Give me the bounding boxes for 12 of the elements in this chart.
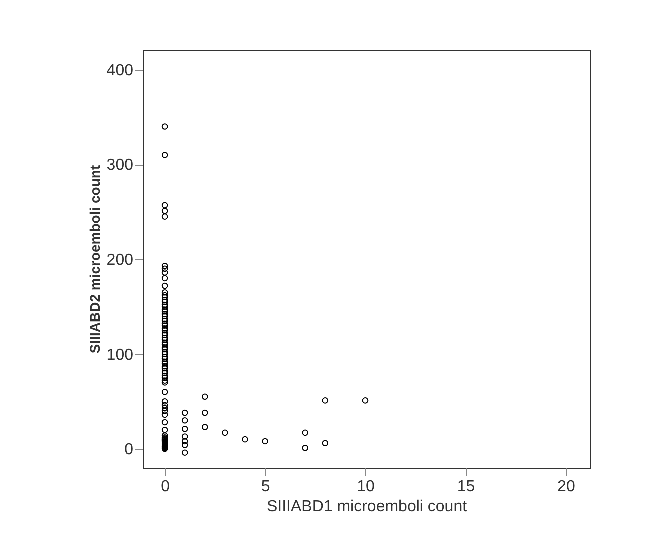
x-axis-title: SIIIABD1 microemboli count [266, 498, 468, 516]
x-tick-label: 0 [161, 478, 170, 496]
y-tick-label: 0 [124, 442, 134, 459]
x-tick-label: 5 [261, 478, 270, 496]
x-tick-label: 15 [457, 478, 476, 496]
y-tick-label: 400 [106, 62, 134, 80]
y-tick-label: 200 [106, 252, 134, 269]
x-tick-label: 10 [357, 478, 375, 496]
y-tick-label: 300 [106, 157, 134, 174]
y-axis-title: SIIIABD2 microemboli count [86, 165, 103, 354]
x-tick-label: 20 [558, 478, 576, 496]
y-tick-label: 100 [106, 346, 134, 364]
